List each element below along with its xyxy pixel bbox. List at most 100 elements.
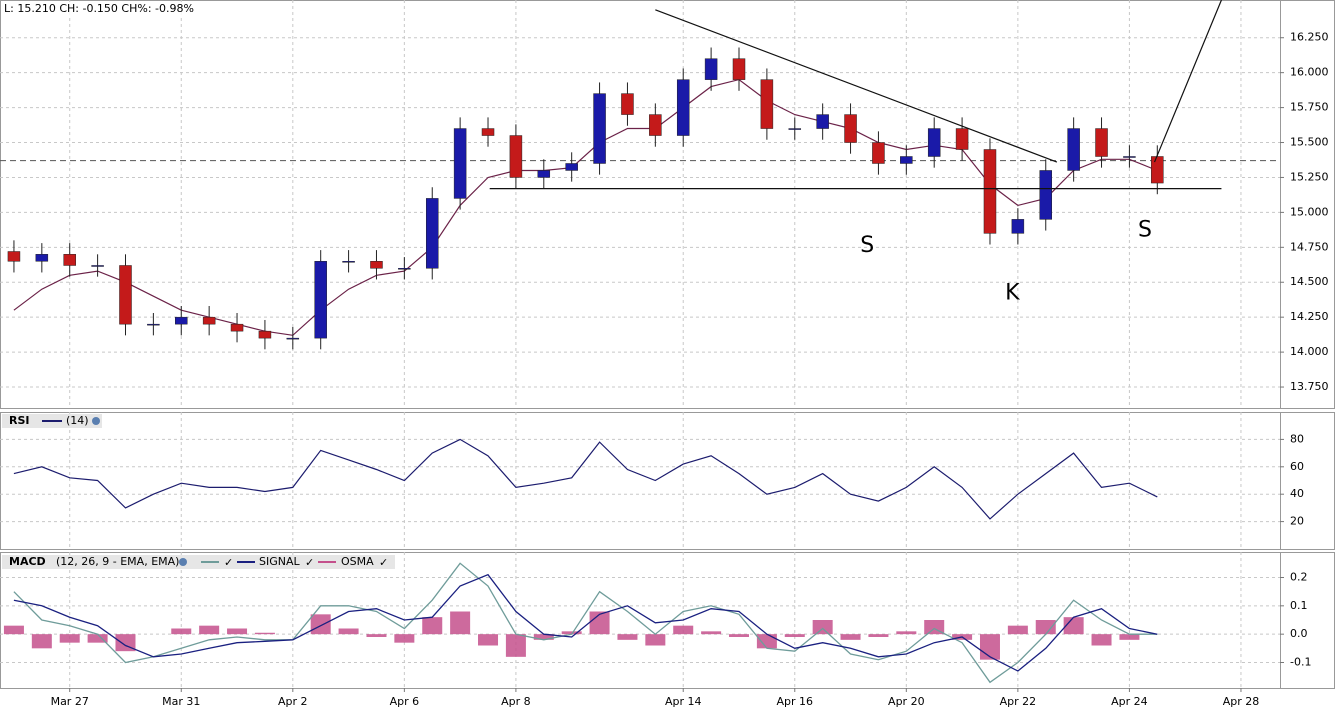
osma-bar — [394, 634, 415, 643]
y-tick-label: -0.1 — [1290, 656, 1311, 669]
x-tick-label: Apr 22 — [1000, 695, 1037, 708]
osma-bar — [1007, 625, 1028, 635]
x-tick-label: Apr 20 — [888, 695, 925, 708]
osma-bar — [199, 625, 220, 635]
trend-line — [655, 9, 1058, 163]
candle-body — [175, 316, 188, 325]
osma-bar — [812, 620, 833, 635]
candle-body — [370, 261, 383, 269]
help-icon[interactable] — [179, 558, 187, 566]
candle-body — [1095, 128, 1108, 157]
candle-body — [732, 58, 746, 80]
osma-bar — [310, 614, 331, 635]
candle-body — [704, 58, 718, 80]
candle-body — [63, 254, 76, 266]
candle-body — [453, 128, 467, 199]
candle-body — [342, 261, 355, 263]
osma-bar — [422, 617, 443, 635]
osma-bar — [979, 634, 1000, 660]
y-tick-label: 16.000 — [1290, 66, 1329, 79]
signal-legend-label: SIGNAL — [259, 555, 301, 568]
x-tick-label: Apr 24 — [1111, 695, 1148, 708]
candle-body — [537, 170, 551, 178]
osma-bar — [896, 631, 917, 635]
annotation: S — [860, 233, 874, 258]
y-tick-label: 0.2 — [1290, 571, 1308, 584]
x-tick-label: Apr 6 — [390, 695, 420, 708]
osma-bar — [1063, 617, 1084, 635]
osma-bar — [366, 634, 387, 637]
candle-body — [788, 128, 802, 130]
candle-body — [398, 268, 411, 270]
candle-body — [983, 149, 997, 234]
osma-bar — [728, 634, 749, 637]
osma-bar — [227, 628, 248, 635]
candle-body — [1067, 128, 1080, 171]
candle-body — [481, 128, 495, 136]
y-tick-label: 0.0 — [1290, 627, 1308, 640]
candle-body — [955, 128, 969, 150]
price-header: L: 15.210 CH: -0.150 CH%: -0.98% — [2, 2, 196, 15]
y-tick-label: 14.000 — [1290, 345, 1329, 358]
rsi-title: RSI — [9, 414, 30, 427]
candle-body — [91, 265, 104, 267]
y-tick-label: 16.250 — [1290, 31, 1329, 44]
candle-body — [119, 265, 132, 325]
candle-body — [676, 79, 690, 136]
x-tick-label: Mar 27 — [51, 695, 89, 708]
macd-title: MACD — [9, 555, 46, 568]
macd-line — [13, 573, 1158, 672]
candle-body — [844, 114, 857, 143]
help-icon[interactable] — [92, 417, 100, 425]
osma-bar — [701, 631, 722, 635]
check-icon[interactable]: ✓ — [224, 556, 233, 569]
osma-bar — [450, 611, 471, 635]
y-tick-label: 15.500 — [1290, 136, 1329, 149]
macd-subtitle: (12, 26, 9 - EMA, EMA) — [56, 555, 179, 568]
y-tick-label: 15.250 — [1290, 170, 1329, 183]
x-tick-label: Apr 14 — [665, 695, 702, 708]
candle-body — [147, 323, 160, 326]
candle-body — [258, 330, 272, 339]
candle-body — [593, 93, 606, 164]
x-tick-label: Apr 28 — [1223, 695, 1260, 708]
osma-bar — [784, 634, 805, 637]
candle-body — [1039, 170, 1053, 220]
check-icon[interactable]: ✓ — [379, 556, 388, 569]
candle-body — [900, 156, 913, 164]
x-tick-label: Mar 31 — [162, 695, 200, 708]
osma-bar — [59, 634, 80, 643]
y-tick-label: 15.750 — [1290, 101, 1329, 114]
candle-body — [314, 261, 327, 339]
y-tick-label: 15.000 — [1290, 205, 1329, 218]
macd-legend-box — [2, 555, 395, 569]
osma-bar — [87, 634, 108, 643]
osma-bar — [840, 634, 861, 640]
trend-line — [1153, 0, 1222, 163]
osma-bar — [617, 634, 638, 640]
x-tick-label: Apr 8 — [501, 695, 531, 708]
x-tick-label: Apr 2 — [278, 695, 308, 708]
candle-body — [35, 254, 49, 262]
annotation: K — [1005, 280, 1020, 305]
candle-body — [565, 163, 578, 171]
candle-body — [7, 251, 21, 262]
y-tick-label: 40 — [1290, 487, 1304, 500]
osma-bar — [31, 634, 52, 649]
candle-body — [1151, 156, 1164, 184]
osma-bar — [533, 634, 554, 640]
candle-body — [1123, 156, 1136, 158]
y-tick-label: 0.1 — [1290, 599, 1308, 612]
candle-body — [816, 114, 829, 129]
osma-legend-label: OSMA — [341, 555, 374, 568]
osma-bar — [254, 632, 275, 635]
y-tick-label: 14.500 — [1290, 275, 1329, 288]
candle-body — [760, 79, 774, 129]
y-tick-label: 13.750 — [1290, 380, 1329, 393]
check-icon[interactable]: ✓ — [305, 556, 314, 569]
y-tick-label: 80 — [1290, 432, 1304, 445]
legends: RSI (14) MACD (12, 26, 9 - EMA, EMA) ✓ S… — [2, 414, 395, 569]
osma-bar — [338, 628, 359, 635]
